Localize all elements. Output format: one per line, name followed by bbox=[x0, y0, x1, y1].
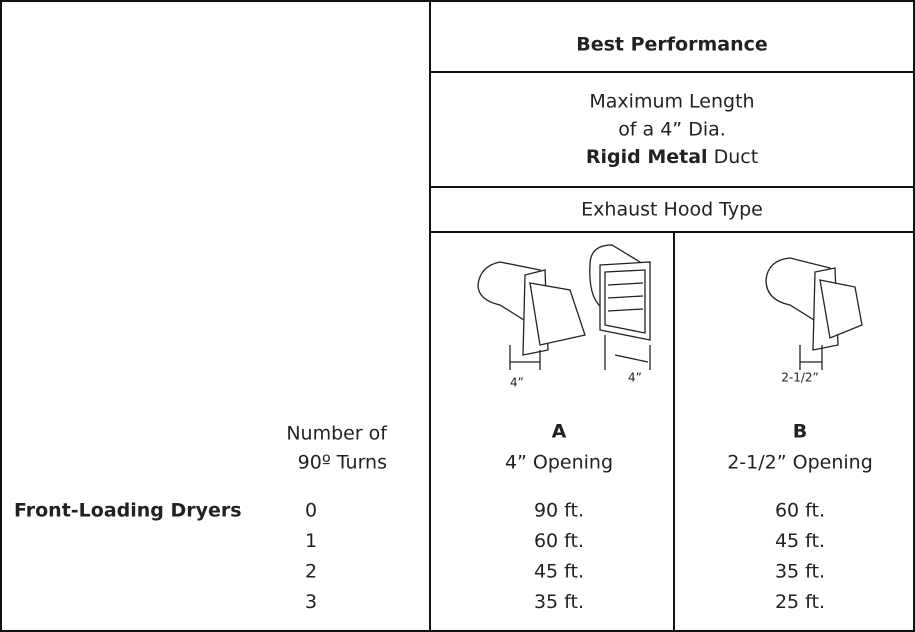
dimension-label: 4” bbox=[628, 371, 642, 385]
length-b: 35 ft. bbox=[775, 561, 825, 583]
hood-icon bbox=[477, 261, 586, 370]
dimension-label: 4” bbox=[510, 376, 524, 390]
turns: 1 bbox=[305, 530, 317, 552]
length-a: 90 ft. bbox=[534, 500, 584, 522]
length-b: 60 ft. bbox=[775, 500, 825, 522]
length-b: 25 ft. bbox=[775, 591, 825, 613]
hood-icon bbox=[765, 257, 863, 370]
subtitle: of a 4” Dia. bbox=[618, 119, 726, 141]
turns-header: 90º Turns bbox=[298, 452, 387, 474]
turns: 2 bbox=[305, 561, 317, 583]
hood-opening: 4” Opening bbox=[505, 452, 613, 474]
hood-icon bbox=[589, 244, 651, 370]
rows: 0 90 ft. 60 ft. 1 60 ft. 45 ft. 2 45 ft. 35 ft. 3… bbox=[305, 500, 825, 614]
material-bold: Rigid Metal bbox=[586, 146, 708, 168]
hood-type: Exhaust Hood Type bbox=[581, 199, 763, 221]
turns: 0 bbox=[305, 500, 317, 522]
length-a: 60 ft. bbox=[534, 530, 584, 552]
row-group: Front-Loading Dryers bbox=[14, 500, 242, 522]
turns-header: Number of bbox=[286, 423, 388, 445]
subtitle: Maximum Length bbox=[589, 91, 754, 113]
dimension-label: 2-1/2” bbox=[781, 371, 819, 385]
title: Best Performance bbox=[576, 34, 768, 56]
length-a: 45 ft. bbox=[534, 561, 584, 583]
turns: 3 bbox=[305, 591, 317, 613]
material-rest: Duct bbox=[714, 146, 759, 168]
hood-label: B bbox=[793, 421, 807, 443]
hood-opening: 2-1/2” Opening bbox=[727, 452, 873, 474]
hood-label: A bbox=[552, 421, 567, 443]
length-a: 35 ft. bbox=[534, 591, 584, 613]
length-b: 45 ft. bbox=[775, 530, 825, 552]
material: Rigid Metal Duct bbox=[586, 146, 758, 168]
